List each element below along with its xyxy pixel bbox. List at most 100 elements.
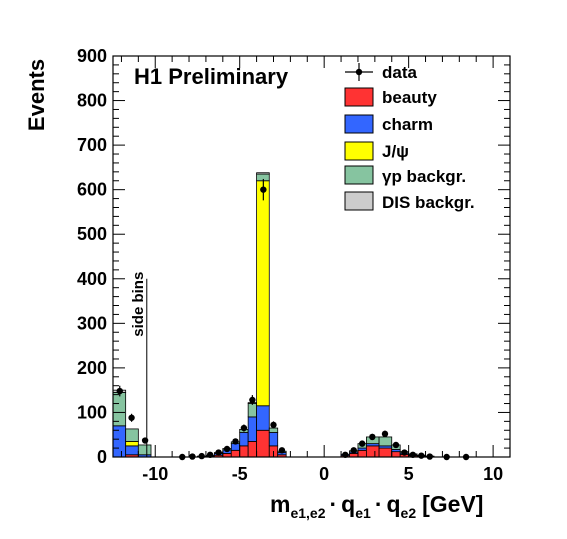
x-tick-label-5: 5 [404, 464, 414, 484]
data-marker-0 [116, 387, 123, 395]
data-point-18 [369, 433, 376, 441]
data-point-21 [401, 449, 408, 456]
bar-charm-10 [256, 405, 270, 431]
data-point-11 [249, 395, 256, 405]
bar-jpsi-1 [125, 441, 139, 447]
bar-charm-8 [239, 432, 249, 447]
data-point-2 [141, 437, 149, 444]
data-marker-15 [342, 451, 349, 458]
x-title-m: m [270, 491, 290, 517]
bar-gp-17 [378, 436, 393, 447]
x-title-sub1: e1,e2 [290, 505, 325, 521]
data-points [116, 178, 470, 461]
y-tick-label-0: 0 [97, 447, 107, 467]
bar-charm-9 [247, 416, 257, 442]
x-title-sub3: e2 [401, 505, 417, 521]
y-tick-label-900: 900 [77, 46, 107, 66]
y-tick-label-600: 600 [77, 180, 107, 200]
plot-area [113, 56, 510, 457]
bar-charm-11 [268, 432, 279, 447]
data-point-16 [350, 447, 357, 454]
y-tick-label-400: 400 [77, 269, 107, 289]
data-marker-19 [381, 430, 389, 438]
legend-label-charm: charm [382, 115, 433, 134]
data-marker-17 [358, 440, 366, 447]
bar-beauty-17 [378, 447, 393, 458]
data-point-5 [198, 452, 205, 460]
y-tick-label-500: 500 [77, 224, 107, 244]
bar-beauty-18 [391, 451, 401, 458]
data-marker-13 [270, 421, 277, 429]
x-title-sub2: e1 [355, 505, 371, 521]
bar-gp-0 [112, 391, 127, 427]
data-marker-1 [128, 414, 135, 421]
data-marker-7 [215, 449, 222, 456]
bar-beauty-9 [247, 441, 257, 458]
data-point-1 [128, 413, 135, 422]
bar-gp-1 [125, 428, 139, 442]
data-point-22 [409, 451, 417, 458]
data-marker-22 [409, 451, 417, 458]
legend: data beauty charm J/ψ γp backgr. DIS bac… [344, 63, 475, 212]
chart-title: H1 Preliminary [134, 64, 289, 89]
legend-label-jpsi: J/ψ [382, 142, 409, 161]
y-tick-label-700: 700 [77, 135, 107, 155]
bar-beauty-15 [357, 449, 367, 458]
x-tick-label--5: -5 [232, 464, 248, 484]
x-title-q2: q [386, 491, 400, 517]
bar-gp-11 [268, 427, 279, 433]
data-marker-8 [223, 445, 231, 453]
y-axis-title: Events [24, 59, 49, 131]
bar-beauty-7 [230, 449, 241, 458]
data-point-12 [260, 178, 267, 201]
bar-gp-2 [137, 444, 152, 456]
data-marker-9 [232, 438, 239, 445]
legend-label-gp-backgr: γp backgr. [382, 167, 466, 186]
data-marker-6 [206, 451, 214, 458]
legend-swatch-jpsi [344, 141, 374, 161]
x-title-dot2: · [375, 491, 383, 517]
x-tick-label-0: 0 [319, 464, 329, 484]
legend-swatch-beauty [344, 87, 374, 107]
y-tick-label-800: 800 [77, 91, 107, 111]
x-tick-label--10: -10 [142, 464, 168, 484]
data-marker-18 [369, 433, 376, 441]
bar-dis-10 [256, 172, 270, 175]
data-point-19 [381, 430, 389, 438]
data-marker-16 [350, 447, 357, 454]
data-marker-5 [198, 452, 205, 460]
x-title-q1: q [341, 491, 355, 517]
bar-gp-9 [247, 403, 257, 418]
bar-jpsi-10 [256, 180, 270, 407]
x-title-unit: [GeV] [422, 491, 483, 517]
y-tick-label-200: 200 [77, 358, 107, 378]
bar-charm-7 [230, 443, 241, 451]
legend-swatch-charm [344, 114, 374, 134]
bar-charm-1 [125, 445, 139, 456]
legend-swatch-gp-backgr [344, 165, 374, 185]
y-tick-label-300: 300 [77, 313, 107, 333]
data-point-7 [215, 449, 222, 456]
data-point-17 [358, 440, 366, 447]
bar-beauty-16 [366, 445, 380, 458]
x-axis-title: me1,e2 · qe1 · qe2 [GeV] [270, 491, 483, 521]
plot-frame [112, 55, 511, 458]
data-point-13 [270, 421, 277, 429]
data-point-14 [278, 447, 286, 454]
data-marker-23 [418, 452, 425, 459]
data-point-10 [240, 424, 248, 432]
data-point-8 [223, 445, 231, 453]
data-marker-10 [240, 424, 248, 432]
data-marker-21 [401, 449, 408, 456]
legend-label-data: data [382, 63, 418, 82]
data-point-23 [418, 452, 425, 459]
legend-label-beauty: beauty [382, 88, 437, 107]
y-tick-label-100: 100 [77, 402, 107, 422]
data-marker-14 [278, 447, 286, 454]
bar-beauty-10 [256, 429, 270, 458]
data-marker-11 [249, 396, 256, 404]
data-marker-2 [141, 437, 149, 444]
x-tick-label-10: 10 [483, 464, 503, 484]
